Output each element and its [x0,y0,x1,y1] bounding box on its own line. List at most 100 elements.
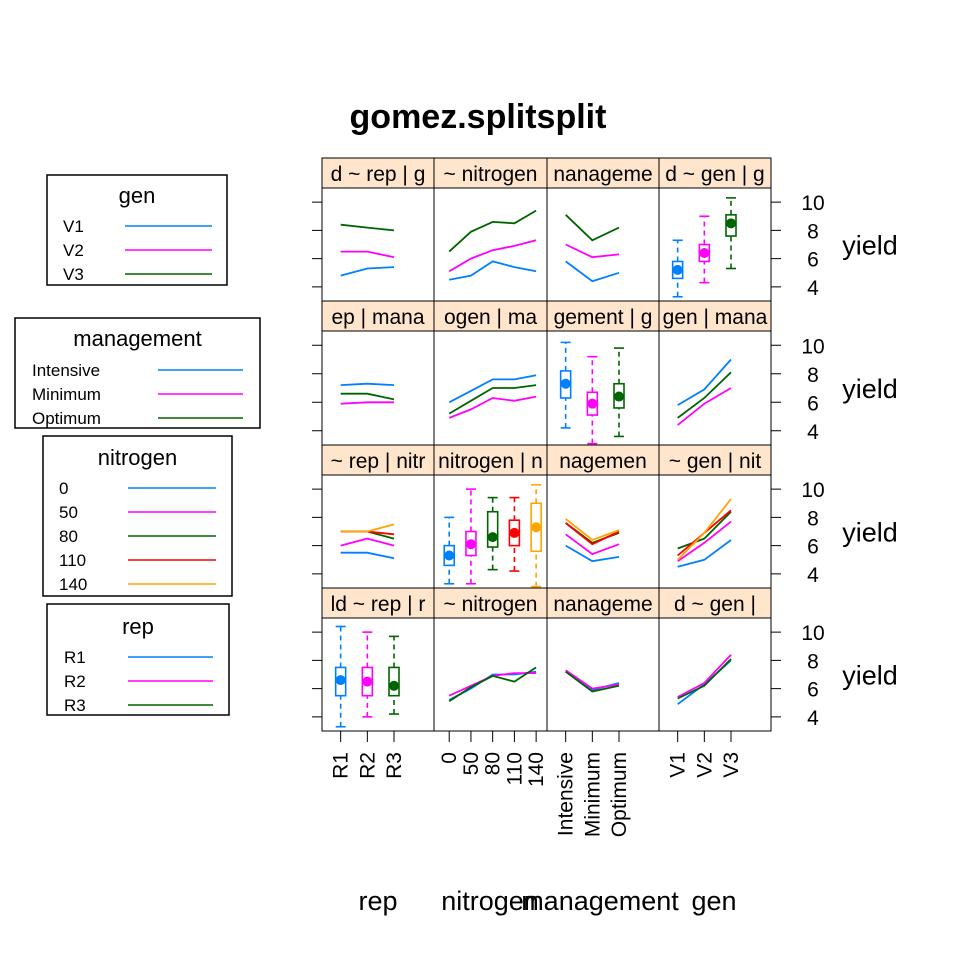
legend-label: 80 [59,527,78,546]
panel-strip [546,587,660,619]
panel-frame [658,187,772,302]
series-line-50 [340,537,395,547]
panel-nitrogen-by-management: nagemen [546,444,660,589]
legend-label: 0 [59,479,68,498]
panel-strip [658,587,772,619]
box-Intensive [559,341,572,429]
chart-title: gomez.splitsplit [350,98,607,136]
box-R1 [334,625,347,728]
y-axis-gen: 4 6 8 10 yield [312,192,898,300]
series-line-R3 [677,658,732,700]
legend-label: 50 [59,503,78,522]
series-line-0 [565,544,620,563]
series-line-50 [677,520,732,562]
box-140 [530,484,542,588]
panel-row-rep: ld ~ rep | r ~ nitrogen nanageme d ~ gen | 4… [312,587,898,732]
box-R2 [361,631,374,718]
box-Minimum [586,355,599,445]
panel-strip [433,157,548,189]
box-median-dot [465,539,476,550]
y-tick-label: 6 [807,392,819,415]
x-axis-name: management [521,886,679,916]
panel-strip [658,300,772,332]
panel-strip-label: d ~ gen | [674,593,756,616]
x-tick-label: V2 [693,752,716,778]
series-line-R3 [565,670,620,693]
panel-nitrogen-by-rep: ~ rep | nitr [321,444,435,589]
x-tick-label: 50 [460,752,483,775]
legends: gen V1 V2 V3 management Intensive Minimum Optim… [14,174,261,716]
series-line-Optimum [340,392,395,401]
box-median-dot [444,550,455,561]
y-axis-management: 4 6 8 10 yield [312,335,898,444]
series-line-140 [565,518,620,542]
y-axis-label: yield [842,661,898,691]
y-axis-label: yield [842,231,898,261]
box-V1 [671,239,684,298]
y-axis-label: yield [842,518,898,548]
series-line-0 [340,551,395,560]
y-tick-label: 4 [807,277,819,300]
series-line-V2 [565,243,620,259]
panel-strip [546,444,660,476]
y-tick-label: 8 [807,507,819,530]
x-tick-label: R3 [383,752,406,779]
box-median-dot [672,264,683,275]
series-line-Optimum [448,384,537,415]
box-110 [508,496,521,572]
legend-rep: rep R1 R2 R3 [46,603,230,716]
panel-strip-label: nanageme [553,593,652,616]
y-tick-label: 10 [801,479,824,502]
x-tick-label: 140 [525,752,548,787]
series-line-Minimum [340,401,394,405]
series-line-V1 [565,260,620,283]
panel-strip-label: d ~ gen | g [665,163,764,186]
panel-strip-label: nitrogen | n [438,450,543,473]
panel-row-management: ep | mana ogen | ma gement | g gen | mana 4 6… [312,300,898,446]
panel-strip-label: nanageme [553,163,652,186]
box-body [486,510,499,548]
series-line-Optimum [677,371,732,419]
legend-label: V3 [63,265,84,284]
x-axis-management: Intensive Minimum Optimum management [521,731,679,916]
series-line-V1 [340,266,395,277]
legend-title: gen [119,183,156,208]
legend-frame [14,317,261,429]
panel-strip [658,157,772,189]
panel-management-by-nitrogen: ogen | ma [433,300,548,446]
panel-management-by-management: gement | g [546,300,660,446]
panel-row-nitrogen: ~ rep | nitr nitrogen | n nagemen ~ gen | n… [312,444,898,589]
series-line-R3 [448,666,537,703]
x-tick-label: 0 [438,752,461,764]
y-tick-label: 10 [801,192,824,215]
panel-gen-by-management: nanageme [546,157,660,302]
y-tick-label: 6 [807,249,819,272]
box-median-dot [531,522,542,533]
box-median-dot [614,391,624,402]
legend-frame [46,603,230,716]
y-tick-label: 10 [801,622,824,645]
panel-strip-label: ld ~ rep | r [331,593,426,616]
panel-frame [546,187,660,302]
legend-label: Intensive [32,361,100,380]
panel-strip-label: ~ nitrogen [444,593,538,616]
panel-strip [321,444,435,476]
panel-strip-label: gement | g [554,306,653,329]
x-tick-label: Optimum [608,752,631,837]
legend-title: rep [122,614,154,639]
panel-frame [546,474,660,589]
series-line-80 [677,511,732,550]
x-axis-name: gen [691,886,736,916]
y-tick-label: 4 [807,707,819,730]
box-median-dot [726,218,736,229]
panel-rep-by-nitrogen: ~ nitrogen [433,587,548,732]
y-tick-label: 8 [807,650,819,673]
x-tick-label: 110 [503,752,526,785]
legend-nitrogen: nitrogen 0 50 80 110 140 [42,435,233,597]
panel-strip-label: ~ rep | nitr [331,450,426,473]
box-median-dot [335,675,346,686]
x-tick-label: Minimum [581,752,604,837]
box-median-dot [389,680,399,691]
panel-frame [658,474,772,589]
